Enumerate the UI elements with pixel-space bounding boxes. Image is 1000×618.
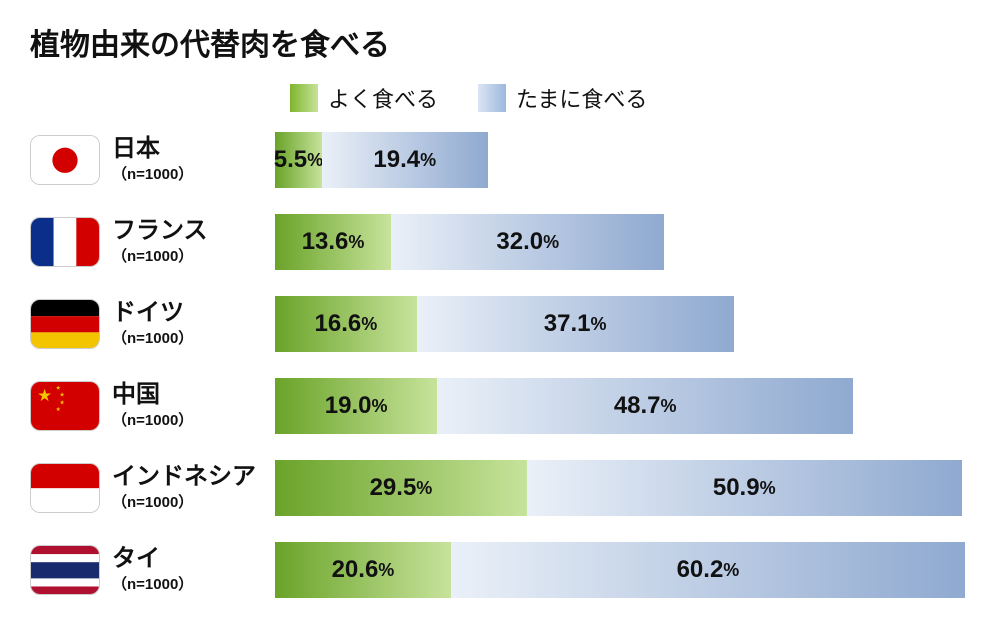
value-sometimes: 60.2 [677, 556, 724, 584]
bar-segment-often: 19.0% [275, 378, 437, 434]
chart-row: 日本（n=1000）5.5%19.4% [30, 132, 970, 188]
country-n: （n=1000） [112, 327, 275, 348]
chart-row: フランス（n=1000）13.6%32.0% [30, 214, 970, 270]
bar-segment-sometimes: 19.4% [322, 132, 488, 188]
value-often: 5.5 [274, 146, 307, 174]
value-sometimes: 32.0 [496, 228, 543, 256]
bar-area: 16.6%37.1% [275, 296, 970, 352]
bar-segment-often: 16.6% [275, 296, 417, 352]
bar-segment-often: 13.6% [275, 214, 391, 270]
bar-segment-sometimes: 32.0% [391, 214, 664, 270]
bar-segment-often: 5.5% [275, 132, 322, 188]
chart-title: 植物由来の代替肉を食べる [30, 20, 970, 64]
country-label: ドイツ（n=1000） [100, 300, 275, 347]
flag-thailand [30, 545, 100, 595]
value-sometimes: 50.9 [713, 474, 760, 502]
country-name: 日本 [112, 136, 275, 162]
flag-indonesia [30, 463, 100, 513]
legend: よく食べる たまに食べる [290, 82, 970, 114]
bar-area: 13.6%32.0% [275, 214, 970, 270]
country-name: インドネシア [112, 464, 275, 490]
chart-rows: 日本（n=1000）5.5%19.4%フランス（n=1000）13.6%32.0… [30, 132, 970, 598]
chart-container: 植物由来の代替肉を食べる よく食べる たまに食べる 日本（n=1000）5.5%… [0, 0, 1000, 618]
bar-area: 29.5%50.9% [275, 460, 970, 516]
bar-segment-sometimes: 48.7% [437, 378, 853, 434]
stacked-bar: 5.5%19.4% [275, 132, 488, 188]
country-label: インドネシア（n=1000） [100, 464, 275, 511]
value-sometimes: 37.1 [544, 310, 591, 338]
bar-segment-sometimes: 37.1% [417, 296, 734, 352]
stacked-bar: 16.6%37.1% [275, 296, 734, 352]
bar-area: 19.0%48.7% [275, 378, 970, 434]
country-n: （n=1000） [112, 245, 275, 266]
country-n: （n=1000） [112, 409, 275, 430]
value-sometimes: 19.4 [373, 146, 420, 174]
flag-japan [30, 135, 100, 185]
country-name: タイ [112, 546, 275, 572]
legend-label-often: よく食べる [328, 82, 438, 114]
flag-germany [30, 299, 100, 349]
chart-row: ドイツ（n=1000）16.6%37.1% [30, 296, 970, 352]
legend-label-sometimes: たまに食べる [516, 82, 647, 114]
value-sometimes: 48.7 [614, 392, 661, 420]
stacked-bar: 29.5%50.9% [275, 460, 962, 516]
stacked-bar: 20.6%60.2% [275, 542, 965, 598]
country-n: （n=1000） [112, 163, 275, 184]
country-label: タイ（n=1000） [100, 546, 275, 593]
bar-segment-sometimes: 50.9% [527, 460, 962, 516]
chart-row: インドネシア（n=1000）29.5%50.9% [30, 460, 970, 516]
value-often: 29.5 [370, 474, 417, 502]
value-often: 13.6 [302, 228, 349, 256]
stacked-bar: 19.0%48.7% [275, 378, 853, 434]
legend-item-sometimes: たまに食べる [478, 82, 647, 114]
country-name: ドイツ [112, 300, 275, 326]
bar-segment-often: 29.5% [275, 460, 527, 516]
bar-segment-often: 20.6% [275, 542, 451, 598]
stacked-bar: 13.6%32.0% [275, 214, 664, 270]
country-label: 日本（n=1000） [100, 136, 275, 183]
country-name: フランス [112, 218, 275, 244]
value-often: 19.0 [325, 392, 372, 420]
country-label: 中国（n=1000） [100, 382, 275, 429]
legend-swatch-sometimes [478, 84, 506, 112]
value-often: 16.6 [315, 310, 362, 338]
bar-segment-sometimes: 60.2% [451, 542, 965, 598]
country-n: （n=1000） [112, 573, 275, 594]
legend-item-often: よく食べる [290, 82, 438, 114]
legend-swatch-often [290, 84, 318, 112]
bar-area: 5.5%19.4% [275, 132, 970, 188]
flag-france [30, 217, 100, 267]
chart-row: タイ（n=1000）20.6%60.2% [30, 542, 970, 598]
country-name: 中国 [112, 382, 275, 408]
flag-china [30, 381, 100, 431]
value-often: 20.6 [332, 556, 379, 584]
bar-area: 20.6%60.2% [275, 542, 970, 598]
country-n: （n=1000） [112, 491, 275, 512]
country-label: フランス（n=1000） [100, 218, 275, 265]
chart-row: 中国（n=1000）19.0%48.7% [30, 378, 970, 434]
